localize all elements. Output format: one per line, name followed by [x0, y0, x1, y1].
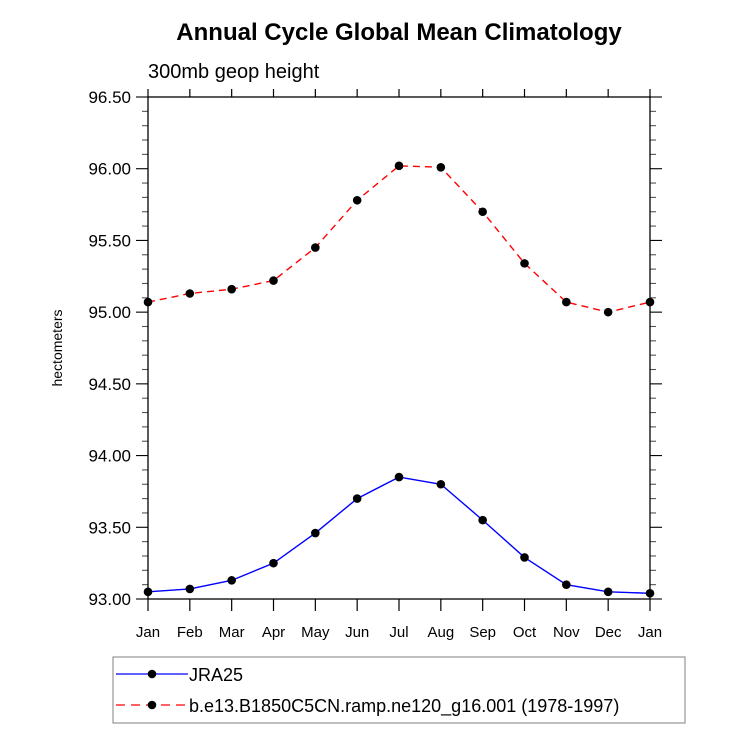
x-tick-label: Aug	[427, 624, 454, 641]
data-point	[269, 558, 278, 568]
y-tick-label: 94.50	[88, 375, 131, 394]
y-tick-label: 94.00	[88, 447, 131, 466]
data-point	[603, 587, 613, 597]
x-tick-label: Jan	[638, 624, 662, 641]
data-point	[227, 284, 236, 294]
data-point	[311, 528, 320, 538]
legend-box	[112, 656, 686, 724]
chart-subtitle: 300mb geop height	[148, 61, 320, 83]
data-point	[520, 259, 529, 268]
x-tick-label: Jul	[389, 624, 408, 641]
data-point	[520, 553, 529, 562]
data-point	[478, 207, 487, 217]
data-point	[227, 576, 236, 585]
x-tick-label: Mar	[219, 624, 245, 641]
data-point	[478, 515, 487, 525]
x-tick-label: Sep	[469, 624, 496, 641]
x-tick-label: Dec	[595, 624, 622, 641]
y-tick-label: 96.00	[88, 160, 131, 179]
data-point	[562, 580, 571, 589]
plot-frame	[147, 96, 651, 600]
y-tick-label: 93.50	[88, 518, 131, 537]
legend-label: JRA25	[189, 665, 243, 685]
data-point	[562, 297, 571, 307]
x-tick-label: Oct	[513, 624, 537, 641]
series-layer	[143, 161, 655, 598]
legend-marker	[147, 669, 157, 679]
data-point	[185, 584, 195, 594]
data-point	[394, 161, 404, 171]
x-tick-label: Nov	[553, 624, 580, 641]
series-line	[147, 165, 651, 313]
data-point	[436, 162, 446, 172]
x-tick-label: Feb	[177, 624, 203, 641]
legend-item: JRA25	[116, 665, 243, 685]
y-tick-label: 95.50	[88, 231, 131, 250]
x-tick-label: May	[301, 624, 330, 641]
series-1	[143, 161, 655, 317]
data-point	[311, 243, 320, 252]
series-line	[147, 476, 651, 594]
data-point	[269, 276, 278, 285]
y-tick-label: 93.00	[88, 590, 131, 609]
y-axis-label: hectometers	[49, 309, 65, 386]
chart-title: Annual Cycle Global Mean Climatology	[176, 19, 622, 46]
y-tick-label: 95.00	[88, 303, 131, 322]
legend-label: b.e13.B1850C5CN.ramp.ne120_g16.001 (1978…	[189, 696, 619, 717]
data-point	[436, 479, 446, 489]
y-tick-labels: 93.00 93.50 94.00 94.50 95.00 95.50 96.00 96.50	[88, 88, 131, 609]
x-tick-labels: Jan Feb Mar Apr May Jun Jul Aug Sep Oct Nov Dec Jan	[136, 624, 662, 641]
x-tick-label: Apr	[262, 624, 285, 641]
legend: JRA25 b.e13.B1850C5CN.ramp.ne120_g16.001 …	[112, 656, 686, 724]
data-point	[352, 195, 362, 205]
y-tick-label: 96.50	[88, 88, 131, 107]
data-point	[352, 494, 362, 503]
series-0	[143, 472, 655, 598]
legend-item: b.e13.B1850C5CN.ramp.ne120_g16.001 (1978…	[116, 696, 619, 717]
data-point	[603, 307, 613, 317]
x-tick-label: Jun	[345, 624, 369, 641]
legend-marker	[147, 700, 157, 710]
axis-ticks	[136, 89, 662, 611]
data-point	[185, 289, 195, 298]
data-point	[394, 472, 404, 482]
x-tick-label: Jan	[136, 624, 160, 641]
